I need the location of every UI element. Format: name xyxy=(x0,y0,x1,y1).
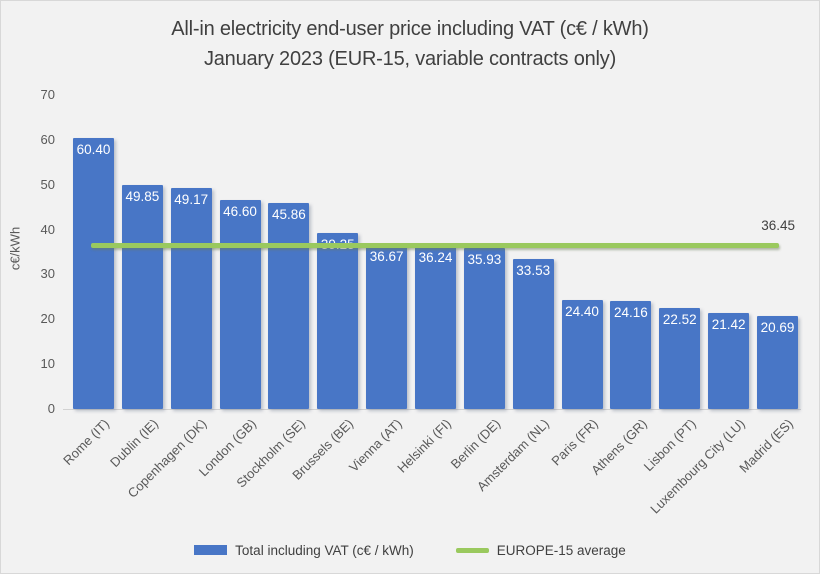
bar-value-label-vienna-at: 36.67 xyxy=(369,248,404,264)
bar-value-label-berlin-de: 35.93 xyxy=(467,251,502,267)
legend-total-label: Total including VAT (c€ / kWh) xyxy=(235,542,414,558)
bar-value-label-helsinki-fi: 36.24 xyxy=(418,250,453,266)
y-tick-label-20: 20 xyxy=(40,311,55,327)
bar-copenhagen-dk: 49.17 xyxy=(170,188,212,409)
bar-value-label-copenhagen-dk: 49.17 xyxy=(174,192,209,208)
bar-value-label-dublin-ie: 49.85 xyxy=(125,189,160,205)
bar-value-label-amsterdam-nl: 33.53 xyxy=(516,262,551,278)
legend-bar-swatch xyxy=(194,545,228,555)
bar-vienna-at: 36.67 xyxy=(366,244,408,409)
chart-title-line-2: January 2023 (EUR-15, variable contracts… xyxy=(203,48,617,70)
legend-item-average: EUROPE-15 average xyxy=(455,542,626,558)
bar-amsterdam-nl: 33.53 xyxy=(512,258,554,409)
bar-dublin-ie: 49.85 xyxy=(121,185,163,409)
y-tick-label-30: 30 xyxy=(40,266,55,282)
bar-value-label-madrid-es: 20.69 xyxy=(760,320,795,336)
y-tick-label-70: 70 xyxy=(40,87,55,102)
bar-stockholm-se: 45.86 xyxy=(268,203,310,409)
chart-title: All-in electricity end-user price includ… xyxy=(1,14,819,74)
bar-berlin-de: 35.93 xyxy=(463,247,505,409)
chart-title-line-1: All-in electricity end-user price includ… xyxy=(171,18,649,40)
x-tick-label-rome-it: Rome (IT) xyxy=(60,416,113,468)
legend-item-total: Total including VAT (c€ / kWh) xyxy=(194,543,414,558)
x-axis-line xyxy=(63,409,801,410)
bar-paris-fr: 24.40 xyxy=(561,299,603,409)
y-tick-label-40: 40 xyxy=(40,221,55,237)
legend: Total including VAT (c€ / kWh) EUROPE-15… xyxy=(1,539,819,561)
bar-brussels-be: 39.25 xyxy=(317,232,359,409)
y-tick-label-0: 0 xyxy=(47,401,55,416)
bar-value-label-luxembourg-city-lu: 21.42 xyxy=(711,316,746,332)
bar-madrid-es: 20.69 xyxy=(756,316,798,409)
bar-value-label-paris-fr: 24.40 xyxy=(565,303,599,319)
legend-line-swatch xyxy=(455,547,489,553)
bar-helsinki-fi: 36.24 xyxy=(414,246,456,409)
y-tick-label-50: 50 xyxy=(40,176,55,192)
bar-luxembourg-city-lu: 21.42 xyxy=(708,312,750,409)
bar-value-label-stockholm-se: 45.86 xyxy=(272,207,306,223)
average-value-label: 36.45 xyxy=(761,218,795,234)
bar-value-label-lisbon-pt: 22.52 xyxy=(662,311,697,327)
bar-value-label-rome-it: 60.40 xyxy=(76,142,111,158)
bar-value-label-athens-gr: 24.16 xyxy=(614,304,648,320)
bar-lisbon-pt: 22.52 xyxy=(659,307,701,409)
y-tick-label-60: 60 xyxy=(40,131,55,147)
bar-athens-gr: 24.16 xyxy=(610,300,652,409)
x-tick-label-luxembourg-city-lu: Luxembourg City (LU) xyxy=(646,416,748,517)
bar-value-label-london-gb: 46.60 xyxy=(223,203,257,219)
legend-average-label: EUROPE-15 average xyxy=(496,542,626,558)
bar-london-gb: 46.60 xyxy=(219,199,261,409)
average-line xyxy=(91,242,779,248)
bar-rome-it: 60.40 xyxy=(73,138,114,409)
y-tick-label-10: 10 xyxy=(40,356,55,372)
